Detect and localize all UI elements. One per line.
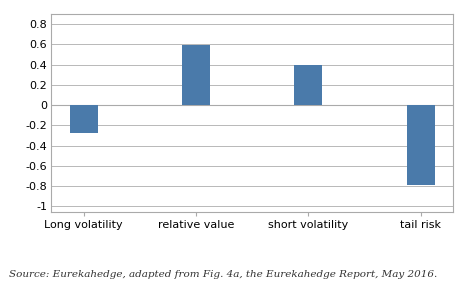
Bar: [294, 65, 322, 105]
Bar: [407, 105, 435, 185]
Bar: [182, 45, 210, 105]
Bar: [70, 105, 98, 133]
Text: Source: Eurekahedge, adapted from Fig. 4a, the Eurekahedge Report, May 2016.: Source: Eurekahedge, adapted from Fig. 4…: [9, 270, 438, 279]
